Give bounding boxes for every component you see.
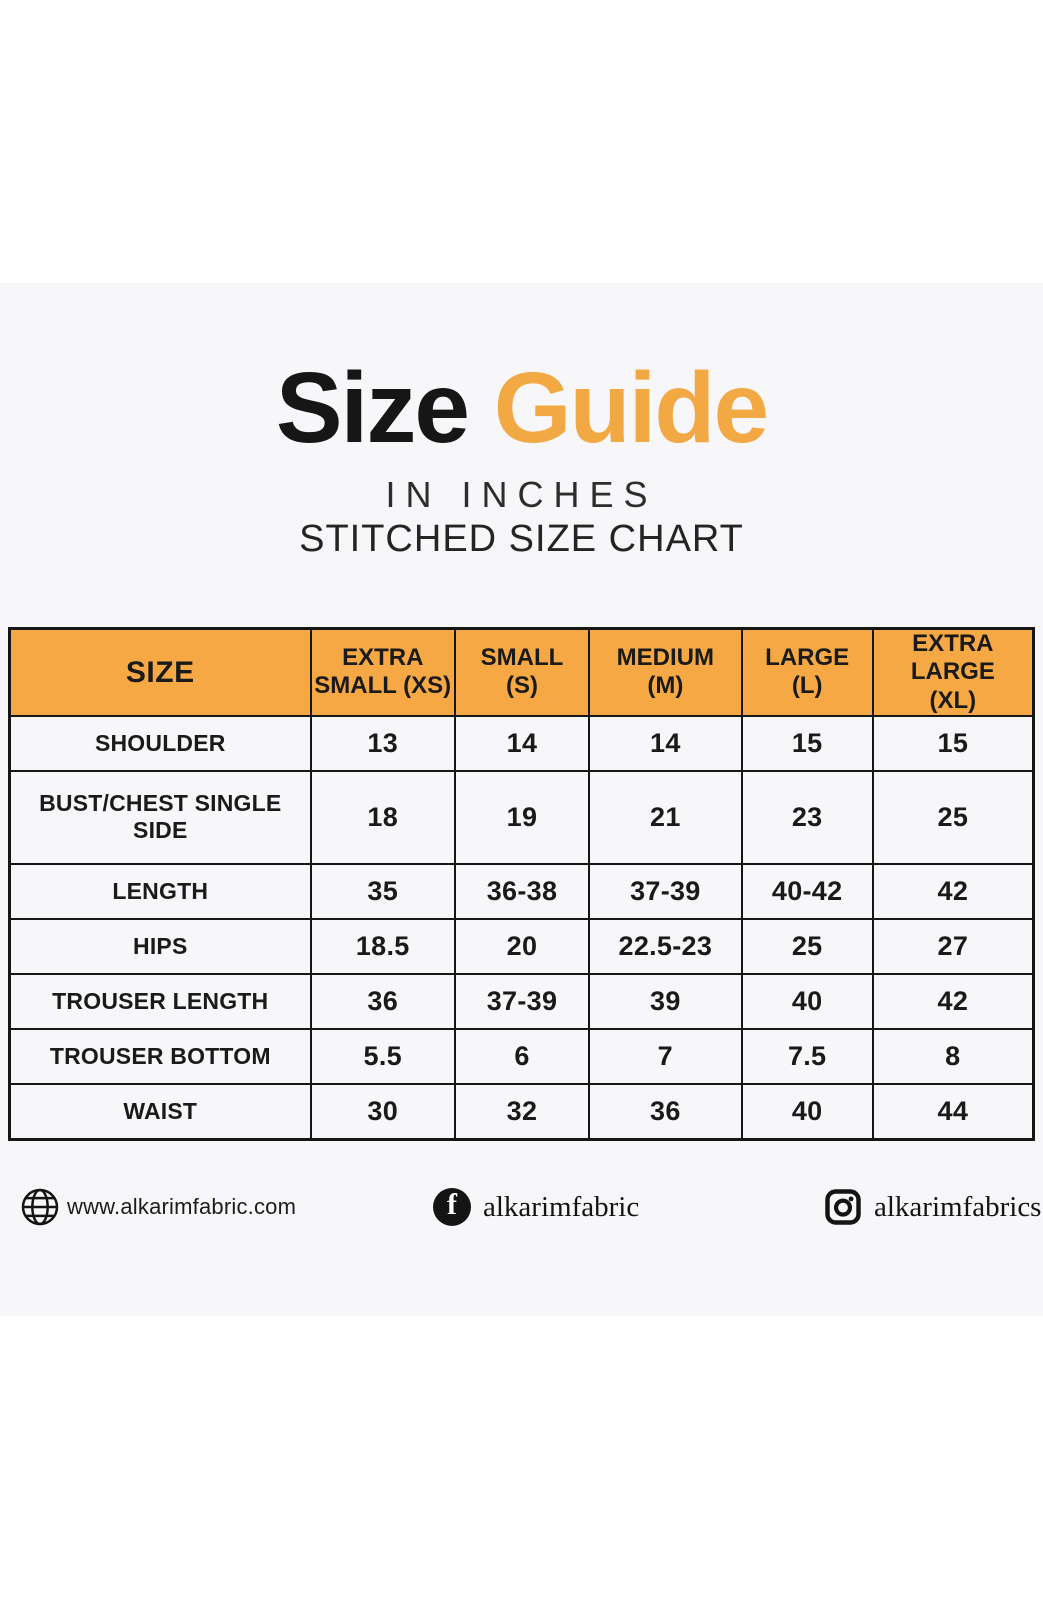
measurement-value: 40 (740, 972, 874, 1030)
measurement-value: 36-38 (453, 863, 591, 920)
measurement-value: 23 (740, 769, 874, 866)
subtitle-chart: STITCHED SIZE CHART (299, 518, 744, 560)
measurement-value: 37-39 (453, 972, 591, 1030)
measurement-value: 20 (453, 917, 591, 975)
measurement-value: 5.5 (309, 1027, 456, 1085)
globe-icon (20, 1187, 60, 1227)
measurement-value: 25 (740, 917, 874, 975)
measurement-label: SHOULDER (8, 714, 312, 772)
measurement-value: 27 (871, 917, 1035, 975)
facebook-icon: f (433, 1188, 471, 1226)
column-header: MEDIUM (M) (588, 627, 743, 717)
column-header: EXTRA LARGE (XL) (871, 627, 1035, 717)
table-row: TROUSER LENGTH 36 37-39 39 40 42 (8, 972, 1035, 1030)
measurement-value: 19 (453, 769, 591, 866)
measurement-label: HIPS (8, 917, 312, 975)
measurement-value: 32 (453, 1082, 591, 1141)
measurement-value: 8 (871, 1027, 1035, 1085)
column-header: SMALL (S) (453, 627, 591, 717)
table-row: BUST/CHEST SINGLE SIDE 18 19 21 23 25 (8, 769, 1035, 866)
measurement-label: TROUSER BOTTOM (8, 1027, 312, 1085)
measurement-value: 42 (871, 863, 1035, 920)
measurement-value: 40 (740, 1082, 874, 1141)
measurement-value: 39 (588, 972, 743, 1030)
measurement-value: 36 (309, 972, 456, 1030)
measurement-value: 44 (871, 1082, 1035, 1141)
footer-website[interactable]: www.alkarimfabric.com (20, 1186, 296, 1228)
page-title: Size Guide (0, 358, 1043, 458)
measurement-value: 21 (588, 769, 743, 866)
measurement-value: 40-42 (740, 863, 874, 920)
measurement-value: 25 (871, 769, 1035, 866)
title-word-size: Size (275, 352, 470, 464)
measurement-value: 37-39 (588, 863, 743, 920)
measurement-value: 18.5 (309, 917, 456, 975)
facebook-icon-letter: f (447, 1188, 457, 1221)
measurement-value: 6 (453, 1027, 591, 1085)
column-header: EXTRA SMALL (XS) (309, 627, 456, 717)
table-row: HIPS 18.5 20 22.5-23 25 27 (8, 917, 1035, 975)
website-url[interactable]: www.alkarimfabric.com (67, 1194, 297, 1219)
header-row: SIZE EXTRA SMALL (XS) SMALL (S) MEDIUM (M) L… (8, 627, 1035, 717)
footer-instagram[interactable]: alkarimfabrics (824, 1186, 1041, 1228)
measurement-value: 15 (740, 714, 874, 772)
measurement-value: 35 (309, 863, 456, 920)
column-header-size: SIZE (8, 627, 312, 717)
table-row: TROUSER BOTTOM 5.5 6 7 7.5 8 (8, 1027, 1035, 1085)
measurement-value: 30 (309, 1082, 456, 1141)
measurement-value: 7.5 (740, 1027, 874, 1085)
subtitle-units: IN INCHES (385, 474, 658, 515)
facebook-handle[interactable]: alkarimfabric (483, 1190, 640, 1223)
table-body: SHOULDER 13 14 14 15 15 BUST/CHEST SINGLE SIDE… (8, 714, 1035, 1141)
table-row: SHOULDER 13 14 14 15 15 (8, 714, 1035, 772)
size-chart-table: SIZE EXTRA SMALL (XS) SMALL (S) MEDIUM (M) L… (8, 627, 1035, 1141)
measurement-value: 22.5-23 (588, 917, 743, 975)
measurement-value: 18 (309, 769, 456, 866)
measurement-value: 7 (588, 1027, 743, 1085)
title-space (468, 352, 494, 464)
footer-facebook[interactable]: f alkarimfabric (433, 1186, 639, 1228)
instagram-handle[interactable]: alkarimfabrics (874, 1190, 1042, 1223)
measurement-label: TROUSER LENGTH (8, 972, 312, 1030)
measurement-value: 14 (588, 714, 743, 772)
measurement-value: 13 (309, 714, 456, 772)
measurement-value: 15 (871, 714, 1035, 772)
instagram-icon (824, 1188, 862, 1226)
measurement-label: BUST/CHEST SINGLE SIDE (8, 769, 312, 866)
table-row: WAIST 30 32 36 40 44 (8, 1082, 1035, 1141)
column-header: LARGE (L) (740, 627, 874, 717)
measurement-label: LENGTH (8, 863, 312, 920)
table-row: LENGTH 35 36-38 37-39 40-42 42 (8, 863, 1035, 920)
measurement-label: WAIST (8, 1082, 312, 1141)
measurement-value: 42 (871, 972, 1035, 1030)
measurement-value: 36 (588, 1082, 743, 1141)
title-word-guide: Guide (493, 352, 769, 464)
measurement-value: 14 (453, 714, 591, 772)
